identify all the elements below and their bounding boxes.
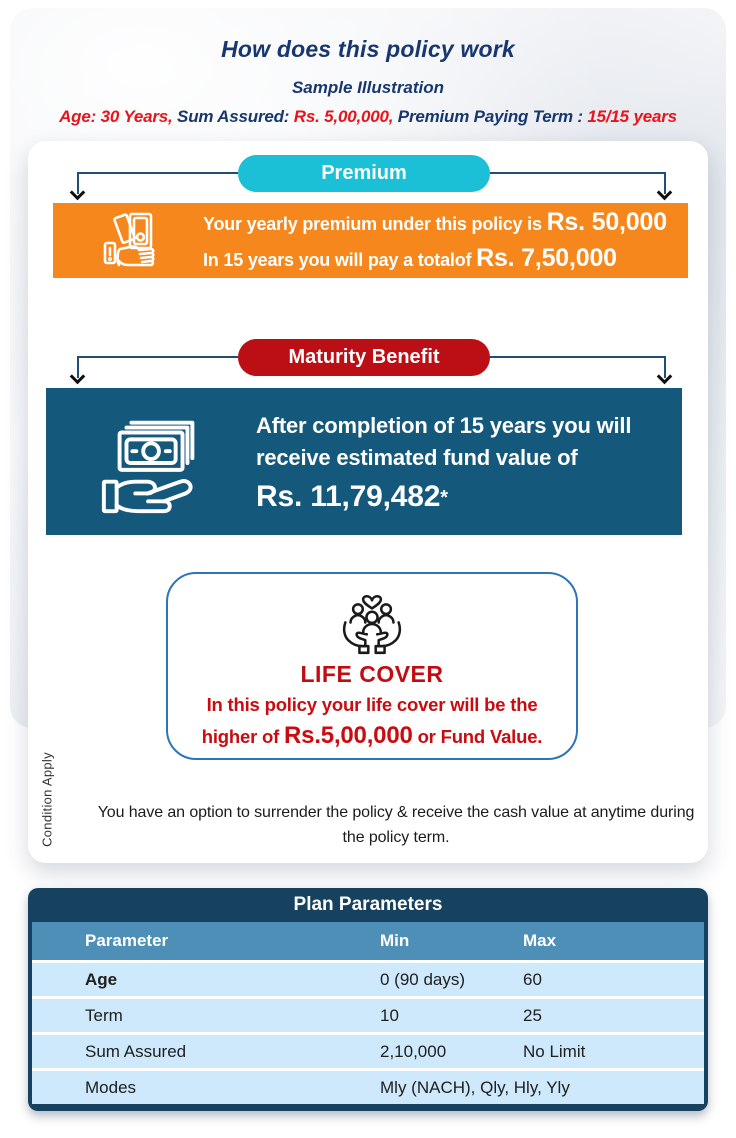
arrow-down-icon xyxy=(69,368,86,385)
header: How does this policy work Sample Illustr… xyxy=(0,36,736,127)
premium-line1: Your yearly premium under this policy is… xyxy=(203,205,667,241)
connector-line xyxy=(77,356,79,378)
life-cover-amount: Rs.5,00,000 xyxy=(284,722,413,749)
life-cover-line2-suffix: or Fund Value. xyxy=(412,726,543,747)
life-cover-line2-prefix: higher of xyxy=(201,726,285,747)
maturity-benefit-badge: Maturity Benefit xyxy=(238,339,490,376)
premium-banner: Your yearly premium under this policy is… xyxy=(53,203,688,278)
table-body: Parameter Min Max Age 0 (90 days) 60 Ter… xyxy=(32,922,704,1104)
cell-parameter: Age xyxy=(85,969,118,989)
param-sum-assured-value: Rs. 5,00,000, xyxy=(293,107,394,126)
premium-banner-text: Your yearly premium under this policy is… xyxy=(203,205,667,277)
maturity-banner: After completion of 15 years you will re… xyxy=(46,388,682,535)
maturity-line1: After completion of 15 years you will xyxy=(256,412,632,438)
cell-parameter: Modes xyxy=(85,1077,137,1097)
param-age: Age: 30 Years, xyxy=(59,107,173,126)
arrow-down-icon xyxy=(656,184,673,201)
surrender-note: You have an option to surrender the poli… xyxy=(97,804,695,846)
maturity-fund-amount: Rs. 11,79,482 xyxy=(256,479,441,513)
policy-parameters-line: Age: 30 Years, Sum Assured: Rs. 5,00,000… xyxy=(0,107,736,127)
premium-total-value: Rs. 7,50,000 xyxy=(476,243,617,272)
cell-max: 60 xyxy=(523,969,542,989)
param-term-label: Premium Paying Term : xyxy=(393,107,588,126)
connector-line xyxy=(77,356,238,358)
column-header-parameter: Parameter xyxy=(85,931,169,950)
life-cover-line2: higher of Rs.5,00,000 or Fund Value. xyxy=(168,722,576,750)
connector-line xyxy=(490,356,665,358)
table-row-sum-assured: Sum Assured 2,10,000 No Limit xyxy=(32,1035,704,1068)
plan-parameters-table: Plan Parameters Parameter Min Max Age 0 … xyxy=(28,888,708,1111)
table-column-header: Parameter Min Max xyxy=(32,922,704,960)
condition-apply-note: Condition Apply xyxy=(39,752,55,847)
cell-min: 2,10,000 xyxy=(380,1041,447,1061)
premium-line1-text: Your yearly premium under this policy is xyxy=(203,213,547,234)
cash-in-hand-icon xyxy=(103,212,155,266)
cell-min: 0 (90 days) xyxy=(380,969,466,989)
illustration-card: Premium Your yearly premium under this p… xyxy=(28,141,708,863)
page-title: How does this policy work xyxy=(221,36,515,62)
page-subtitle: Sample Illustration xyxy=(291,78,445,97)
table-row-term: Term 10 25 xyxy=(32,999,704,1032)
connector-line xyxy=(664,172,666,194)
maturity-line2: receive estimated fund value of xyxy=(256,444,578,470)
column-header-max: Max xyxy=(523,931,557,950)
premium-yearly-value: Rs. 50,000 xyxy=(546,207,668,236)
life-cover-box: LIFE COVER In this policy your life cove… xyxy=(166,572,578,760)
money-in-palm-icon xyxy=(101,420,195,513)
maturity-banner-text: After completion of 15 years you will re… xyxy=(256,410,631,514)
premium-line2: In 15 years you will pay a totalof Rs. 7… xyxy=(203,241,667,277)
family-in-hands-icon xyxy=(342,595,402,655)
cell-max: No Limit xyxy=(523,1041,586,1061)
life-cover-title: LIFE COVER xyxy=(300,661,444,687)
column-header-min: Min xyxy=(380,931,410,950)
cell-min: Mly (NACH), Qly, Hly, Yly xyxy=(380,1077,570,1097)
table-title: Plan Parameters xyxy=(293,894,443,915)
connector-line xyxy=(664,356,666,378)
arrow-down-icon xyxy=(69,184,86,201)
premium-badge: Premium xyxy=(238,155,490,192)
premium-line2-text: In 15 years you will pay a totalof xyxy=(203,249,477,270)
arrow-down-icon xyxy=(656,368,673,385)
cell-min: 10 xyxy=(380,1005,399,1025)
maturity-fund-value: Rs. 11,79,482* xyxy=(256,480,631,514)
cell-parameter: Sum Assured xyxy=(85,1041,187,1061)
maturity-asterisk: * xyxy=(440,486,448,509)
connector-line xyxy=(77,172,238,174)
life-cover-line1: In this policy your life cover will be t… xyxy=(206,694,538,715)
table-row-modes: Modes Mly (NACH), Qly, Hly, Yly xyxy=(32,1071,704,1104)
cell-max: 25 xyxy=(523,1005,542,1025)
param-sum-assured-label: Sum Assured: xyxy=(172,107,294,126)
table-row-age: Age 0 (90 days) 60 xyxy=(32,963,704,996)
connector-line xyxy=(77,172,79,194)
connector-line xyxy=(490,172,665,174)
cell-parameter: Term xyxy=(85,1005,123,1025)
param-term-value: 15/15 years xyxy=(587,107,677,126)
